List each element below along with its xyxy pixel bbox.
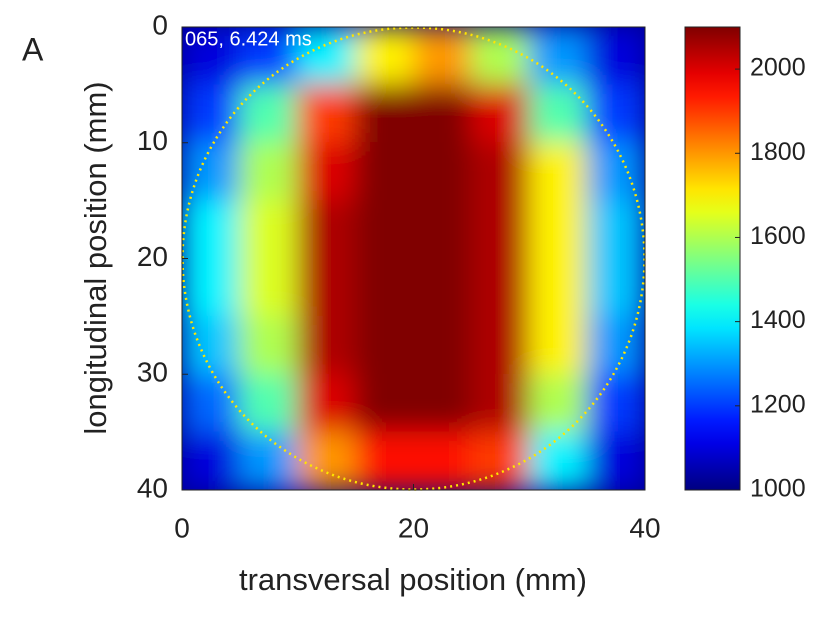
y-tick-label: 20 (137, 241, 168, 272)
heat-cell (586, 142, 645, 202)
heat-cell (413, 373, 472, 433)
heat-cell (413, 315, 472, 375)
heat-cell (182, 315, 241, 375)
heat-cell (586, 27, 645, 86)
heat-cell (413, 200, 472, 259)
colorbar-tick-label: 1600 (750, 222, 806, 250)
heat-cell (413, 431, 472, 490)
heat-cell (355, 315, 414, 375)
heat-cell (586, 258, 645, 317)
heat-cell (470, 431, 530, 490)
heat-cell (470, 258, 530, 317)
heat-cell (182, 142, 241, 202)
heat-cell (239, 373, 299, 433)
heat-cell (528, 258, 588, 317)
y-tick-label: 40 (137, 472, 168, 503)
colorbar-tick-label: 1400 (750, 306, 806, 334)
colorbar-tick-label: 2000 (750, 54, 806, 82)
x-tick-label: 0 (174, 512, 190, 543)
heat-cell (528, 142, 588, 202)
heat-cell (239, 84, 299, 144)
heat-cell (297, 431, 357, 490)
heat-cell (413, 27, 472, 86)
heatmap (182, 27, 645, 490)
heat-cell (470, 315, 530, 375)
colorbar-tick-label: 1200 (750, 390, 806, 418)
heat-cell (297, 84, 357, 144)
heat-cell (528, 373, 588, 433)
heat-cell (470, 200, 530, 259)
heatmap-cells (182, 27, 645, 490)
x-axis-label: transversal position (mm) (239, 562, 587, 597)
colorbar (684, 26, 741, 491)
heat-cell (586, 315, 645, 375)
heat-cell (355, 258, 414, 317)
heat-cell (239, 200, 299, 259)
heat-cell (413, 258, 472, 317)
heat-cell (470, 27, 530, 86)
heat-cell (239, 258, 299, 317)
heat-cell (528, 431, 588, 490)
heat-cell (470, 84, 530, 144)
heat-cell (297, 142, 357, 202)
heat-cell (182, 431, 241, 490)
heat-cell (413, 84, 472, 144)
x-tick-label: 20 (398, 512, 429, 543)
panel-label: A (22, 31, 44, 67)
heat-cell (297, 200, 357, 259)
heat-cell (355, 142, 414, 202)
heat-cell (355, 84, 414, 144)
annotation: 065, 6.424 ms (185, 28, 312, 50)
heat-cell (182, 200, 241, 259)
heat-cell (355, 27, 414, 86)
heat-cell (586, 200, 645, 259)
heat-cell (528, 84, 588, 144)
heat-cell (182, 84, 241, 144)
heat-cell (297, 373, 357, 433)
y-axis-label: longitudinal position (mm) (78, 81, 113, 434)
heat-cell (528, 27, 588, 86)
y-tick-label: 10 (137, 125, 168, 156)
colorbar-tick-label: 1800 (750, 138, 806, 166)
heat-cell (355, 373, 414, 433)
heat-cell (470, 373, 530, 433)
heat-cell (239, 142, 299, 202)
y-tick-label: 0 (152, 9, 168, 40)
heat-cell (586, 431, 645, 490)
heat-cell (528, 315, 588, 375)
heat-cell (470, 142, 530, 202)
heat-cell (586, 373, 645, 433)
x-tick-label: 40 (629, 512, 660, 543)
heat-cell (239, 27, 299, 86)
heat-cell (355, 200, 414, 259)
heat-cell (413, 142, 472, 202)
heat-cell (239, 315, 299, 375)
heat-cell (355, 431, 414, 490)
heat-cell (297, 258, 357, 317)
heat-cell (297, 315, 357, 375)
heat-cell (182, 27, 241, 86)
heat-cell (239, 431, 299, 490)
heat-cell (586, 84, 645, 144)
heat-cell (528, 200, 588, 259)
y-tick-label: 30 (137, 357, 168, 388)
heat-cell (182, 258, 241, 317)
heat-cell (182, 373, 241, 433)
colorbar-tick-label: 1000 (750, 475, 806, 503)
